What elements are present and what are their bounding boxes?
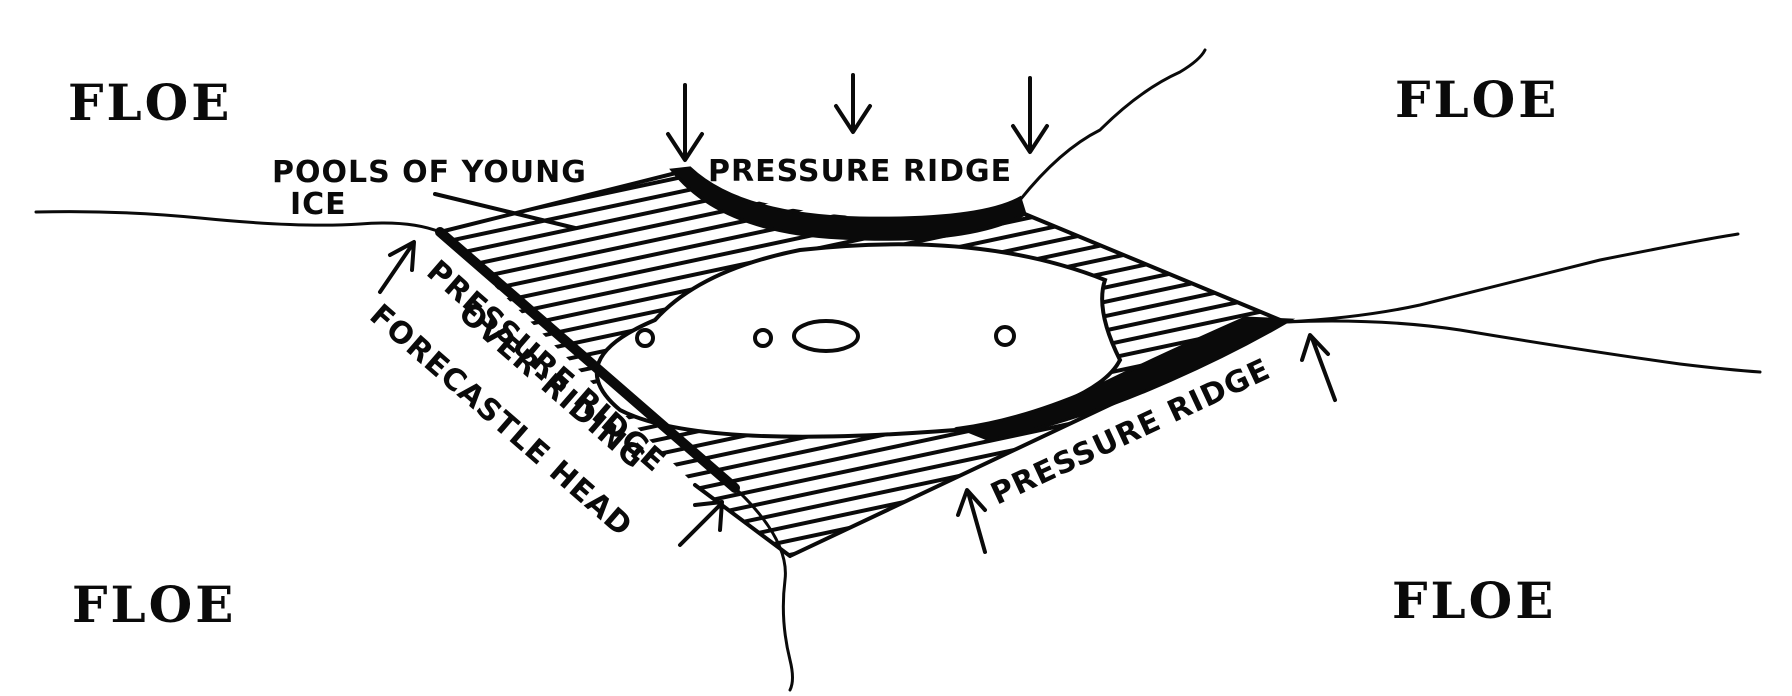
- pressure-ridge-left-mark: [435, 227, 740, 493]
- floe-hole-1: [635, 328, 655, 348]
- crack-right-lower: [1283, 319, 1762, 374]
- arrow-top-right-down: [1011, 76, 1049, 154]
- floe-label-top-left: FLOE: [68, 73, 232, 132]
- pressure-ridge-right-mark: [954, 316, 1296, 442]
- floe-hole-4: [994, 325, 1016, 347]
- floe-label-bottom-left: FLOE: [72, 575, 236, 634]
- pressure-ridge-top-mark: [669, 166, 1027, 241]
- floe-hole-3: [792, 319, 860, 353]
- floe-hole-2: [753, 328, 773, 348]
- crack-right-upper: [1283, 232, 1740, 324]
- pressure-ridge-top-label: PRESSURE RIDGE: [708, 154, 1012, 189]
- arrow-left-up: [378, 240, 416, 294]
- arrow-bottom-up: [956, 488, 987, 554]
- floe-label-bottom-right: FLOE: [1392, 571, 1556, 630]
- arrow-lower-left-up: [678, 500, 724, 547]
- crack-left: [34, 210, 442, 234]
- pools-label-line2: ICE: [290, 187, 347, 222]
- crack-top-right: [1018, 48, 1207, 202]
- crack-bottom: [733, 486, 794, 692]
- arrow-top-left-down: [666, 83, 704, 162]
- pointer-to-pools: [433, 192, 577, 230]
- arrow-right-up: [1300, 333, 1337, 402]
- arrow-top-center-down: [834, 73, 872, 134]
- arrows: [378, 73, 1337, 554]
- pools-label-line1: POOLS OF YOUNG: [272, 155, 587, 190]
- floe-label-top-right: FLOE: [1395, 70, 1559, 129]
- pressure-area-outline: [438, 170, 1287, 558]
